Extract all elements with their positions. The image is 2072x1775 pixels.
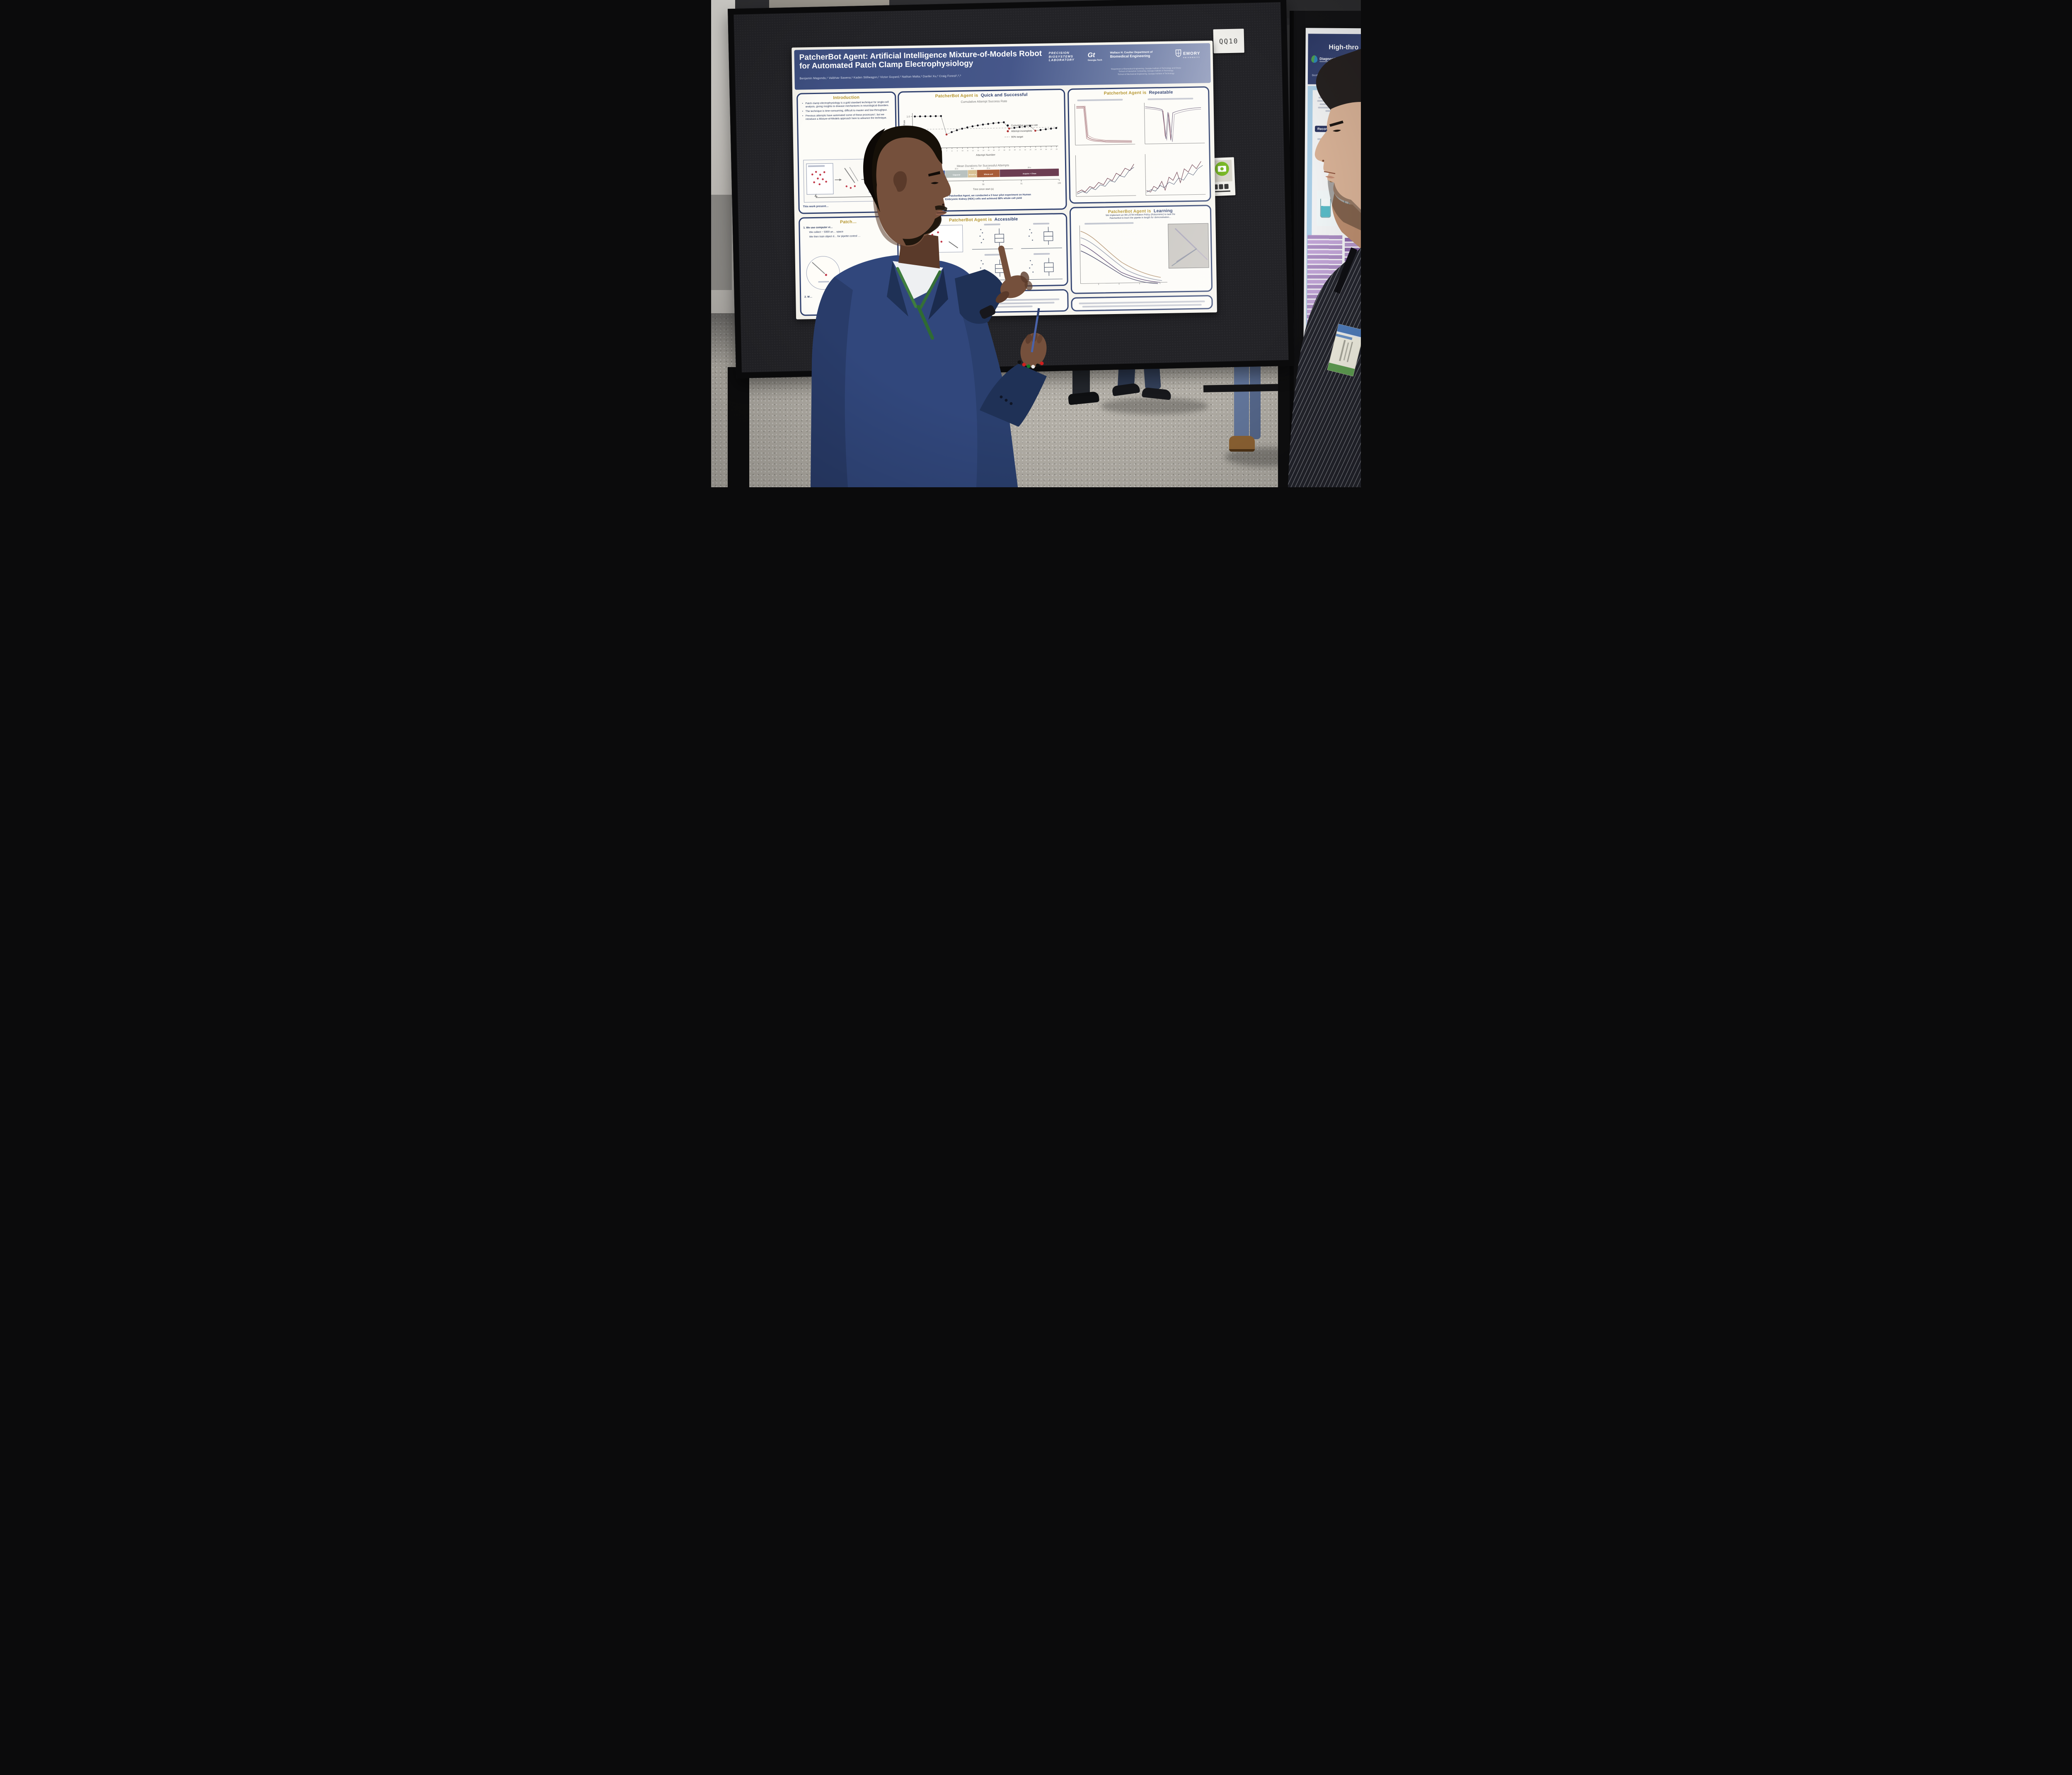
board-leg-left: [728, 367, 749, 487]
cuff-buttons: [1000, 395, 1013, 405]
presenter-person: [811, 126, 1047, 487]
lanyard-strap: [1334, 247, 1358, 294]
beaded-bracelet: [1017, 360, 1044, 369]
pointing-hand: [995, 245, 1033, 303]
wall-panel: [711, 195, 732, 290]
tan-boot: [1229, 436, 1255, 452]
photo-scene: High-thro Diagnostics Booth #… Recording…: [711, 0, 1361, 487]
conference-badge: [1327, 324, 1361, 377]
lanyard: [896, 267, 942, 340]
listener-person: [1288, 49, 1361, 487]
wristwatch: [979, 305, 996, 319]
pen-hand: [1020, 308, 1047, 368]
